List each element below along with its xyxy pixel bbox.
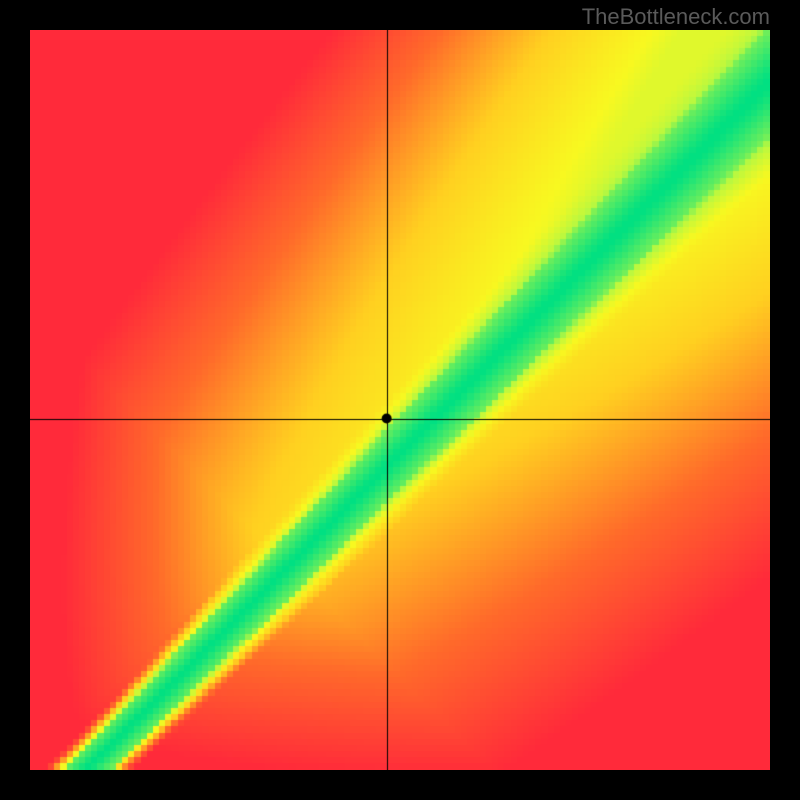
watermark-text: TheBottleneck.com (582, 4, 770, 30)
bottleneck-heatmap-plot (30, 30, 770, 770)
chart-container: TheBottleneck.com (0, 0, 800, 800)
